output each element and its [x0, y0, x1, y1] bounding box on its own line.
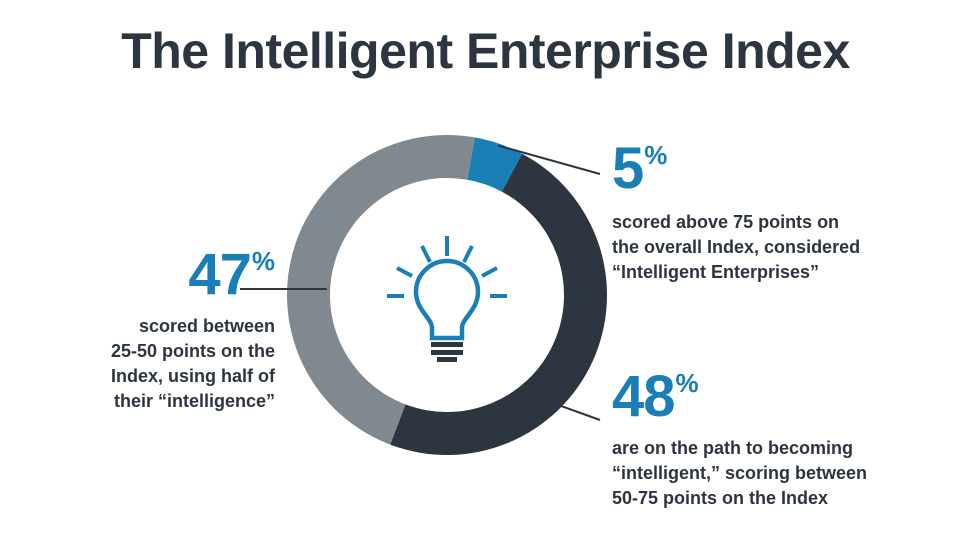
callout-value: 48 % [612, 368, 942, 426]
desc-line: “Intelligent Enterprises” [612, 262, 820, 282]
percent-number: 48 [612, 364, 676, 429]
callout-5-percent: 5 % scored above 75 points on the overal… [612, 140, 942, 285]
desc-line: the overall Index, considered [612, 237, 861, 257]
leader-lines [240, 144, 601, 421]
leader-line-48 [559, 404, 601, 421]
leader-line-5 [498, 144, 601, 175]
page-title: The Intelligent Enterprise Index [121, 23, 850, 79]
percent-sign: % [675, 368, 699, 398]
callout-value: 5 % [612, 140, 942, 198]
callout-48-percent: 48 % are on the path to becoming “intell… [612, 368, 942, 511]
desc-line: their “intelligence” [113, 391, 275, 411]
desc-line: scored above 75 points on [612, 212, 840, 232]
desc-line: 25-50 points on the [110, 341, 275, 361]
callout-description: scored between 25-50 points on the Index… [40, 314, 275, 414]
desc-line: Index, using half of [110, 366, 275, 386]
donut-slice-47 [287, 135, 475, 445]
desc-line: are on the path to becoming [612, 438, 854, 458]
percent-number: 5 [612, 136, 644, 201]
desc-line: 50-75 points on the Index [612, 488, 829, 508]
donut-slice-48 [390, 153, 608, 456]
desc-line: scored between [138, 316, 275, 336]
donut-slices [287, 135, 608, 456]
lightbulb-icon [387, 236, 507, 362]
callout-description: are on the path to becoming “intelligent… [612, 436, 942, 511]
callout-value: 47 % [40, 246, 275, 304]
desc-line: “intelligent,” scoring between [612, 463, 868, 483]
callout-47-percent: 47 % scored between 25-50 points on the … [40, 246, 275, 414]
percent-sign: % [251, 246, 275, 276]
donut-slice-5 [467, 137, 523, 192]
percent-sign: % [644, 140, 668, 170]
callout-description: scored above 75 points on the overall In… [612, 210, 942, 285]
percent-number: 47 [188, 242, 252, 307]
